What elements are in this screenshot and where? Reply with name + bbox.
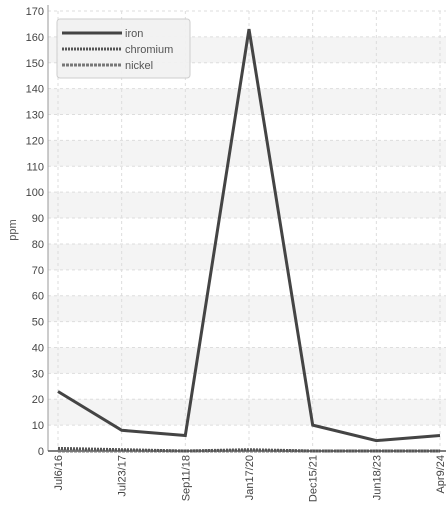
chart-legend: iron chromium nickel — [56, 18, 191, 79]
y-tick-label: 140 — [26, 84, 44, 96]
x-axis-ticks: Jul6/16 Jul23/17 Sep11/18 Jan17/20 Dec15/21 J… — [53, 455, 446, 502]
y-tick-label: 170 — [26, 6, 44, 18]
legend-label-chromium: chromium — [125, 44, 173, 56]
x-tick-label: Jun18/23 — [371, 455, 383, 500]
legend-label-nickel: nickel — [125, 60, 153, 72]
y-tick-label: 130 — [26, 110, 44, 122]
grid-band — [48, 295, 446, 322]
y-tick-label: 60 — [32, 291, 44, 303]
series-line-chromium — [57, 446, 440, 453]
legend-label-iron: iron — [125, 28, 143, 40]
grid-band — [48, 140, 446, 167]
y-tick-label: 100 — [26, 187, 44, 199]
y-tick-label: 120 — [26, 135, 44, 147]
grid-band — [48, 192, 446, 219]
x-tick-label: Jan17/20 — [244, 455, 256, 500]
y-tick-label: 0 — [38, 446, 44, 458]
series-line-iron — [57, 28, 441, 443]
y-tick-label: 110 — [26, 161, 44, 173]
y-tick-label: 50 — [32, 317, 44, 329]
x-tick-label: Dec15/21 — [308, 455, 320, 502]
grid-band — [48, 88, 446, 115]
x-tick-label: Jul6/16 — [53, 455, 65, 490]
grid-band — [48, 399, 446, 426]
chart-series — [57, 28, 441, 453]
y-tick-label: 20 — [32, 394, 44, 406]
grid-band — [48, 243, 446, 270]
y-tick-label: 160 — [26, 32, 44, 44]
y-axis-ticks: 0 10 20 30 40 50 60 70 80 90 100 110 120 130 140 150 160… — [26, 6, 44, 458]
x-tick-label: Sep11/18 — [180, 455, 192, 501]
x-tick-label: Jul23/17 — [117, 455, 129, 497]
y-tick-label: 30 — [32, 368, 44, 380]
y-tick-label: 80 — [32, 239, 44, 251]
y-tick-label: 90 — [32, 213, 44, 225]
y-tick-label: 40 — [32, 342, 44, 354]
grid-band — [48, 347, 446, 374]
x-tick-label: Apr9/24 — [435, 455, 446, 494]
y-tick-label: 10 — [32, 420, 44, 432]
y-axis-title: ppm — [7, 219, 19, 240]
y-tick-label: 70 — [32, 265, 44, 277]
y-tick-label: 150 — [26, 58, 44, 70]
